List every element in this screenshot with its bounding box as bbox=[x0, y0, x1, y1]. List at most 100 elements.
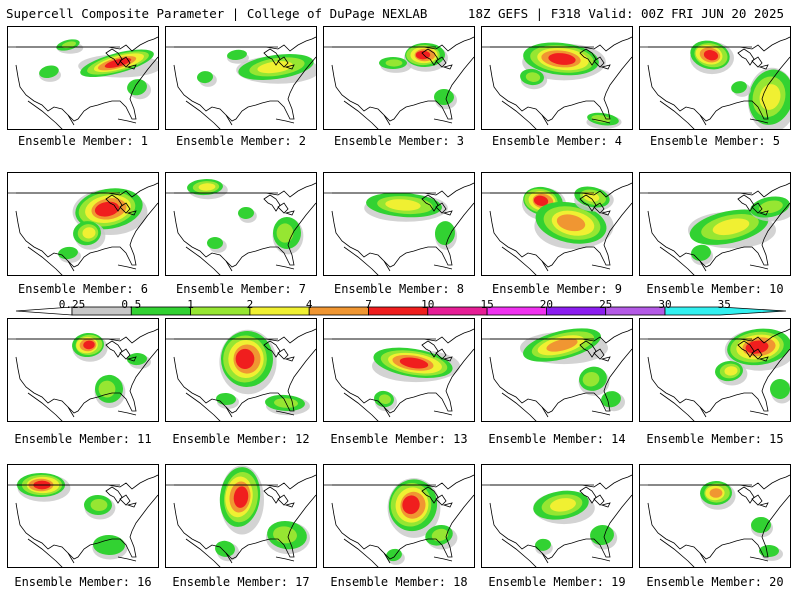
scp-contour bbox=[385, 199, 421, 211]
panel-label: Ensemble Member: 3 bbox=[333, 134, 465, 148]
panel-label: Ensemble Member: 6 bbox=[17, 282, 149, 296]
colorbar-swatch bbox=[486, 306, 547, 316]
ensemble-map-panel bbox=[639, 318, 791, 422]
ensemble-map-panel bbox=[481, 26, 633, 130]
us-outline bbox=[331, 328, 474, 414]
scp-contour bbox=[94, 201, 120, 217]
ensemble-map-panel bbox=[7, 172, 159, 276]
mexico-coast bbox=[343, 100, 391, 129]
scp-contour bbox=[434, 88, 454, 106]
great-lakes bbox=[579, 48, 611, 70]
scp-contour bbox=[399, 357, 429, 369]
scp-contour bbox=[379, 394, 391, 405]
great-lakes bbox=[263, 194, 295, 216]
cuba-outline bbox=[117, 556, 137, 562]
map-svg bbox=[8, 173, 158, 275]
cuba-outline bbox=[749, 556, 769, 562]
panel-label: Ensemble Member: 20 bbox=[646, 575, 784, 589]
cuba-outline bbox=[433, 410, 453, 416]
map-svg bbox=[166, 319, 316, 421]
mexico-coast bbox=[27, 392, 75, 421]
colorbar-tick-label: 4 bbox=[305, 298, 313, 311]
scp-contour bbox=[104, 58, 132, 68]
us-outline bbox=[15, 36, 158, 122]
great-lakes bbox=[737, 340, 769, 362]
panel-label: Ensemble Member: 11 bbox=[14, 432, 152, 446]
us-outline bbox=[489, 36, 632, 122]
scp-contour bbox=[751, 516, 771, 533]
us-outline bbox=[489, 328, 632, 414]
scp-contour bbox=[83, 340, 95, 350]
colorbar-tick-label: 0.5 bbox=[121, 298, 142, 311]
scp-contour bbox=[238, 206, 254, 220]
scp-contour bbox=[431, 528, 449, 542]
scp-contour bbox=[712, 218, 750, 236]
us-outline bbox=[331, 36, 474, 122]
scp-contour bbox=[759, 545, 779, 557]
panel-label: Ensemble Member: 8 bbox=[333, 282, 465, 296]
panel-label: Ensemble Member: 5 bbox=[649, 134, 781, 148]
great-lakes bbox=[263, 486, 295, 508]
mexico-coast bbox=[501, 246, 549, 275]
map-svg bbox=[640, 465, 790, 567]
panel-label: Ensemble Member: 17 bbox=[172, 575, 310, 589]
scp-contour bbox=[127, 79, 147, 96]
great-lakes bbox=[105, 486, 137, 508]
map-svg bbox=[324, 319, 474, 421]
scp-contour bbox=[197, 71, 213, 84]
scp-contour bbox=[770, 379, 790, 399]
scp-contour bbox=[207, 237, 223, 249]
mexico-coast bbox=[27, 100, 75, 129]
mexico-coast bbox=[501, 538, 549, 567]
great-lakes bbox=[737, 486, 769, 508]
map-svg bbox=[324, 27, 474, 129]
us-outline bbox=[647, 36, 790, 122]
ensemble-map-panel bbox=[323, 26, 475, 130]
mexico-coast bbox=[501, 100, 549, 129]
colorbar-swatch bbox=[308, 306, 369, 316]
colorbar-swatch bbox=[249, 306, 310, 316]
great-lakes bbox=[105, 194, 137, 216]
cuba-outline bbox=[749, 264, 769, 270]
great-lakes bbox=[579, 194, 611, 216]
ensemble-map-panel bbox=[323, 172, 475, 276]
scp-contour bbox=[590, 524, 614, 546]
scp-contour bbox=[582, 371, 600, 387]
great-lakes bbox=[737, 194, 769, 216]
scp-contour bbox=[235, 348, 255, 370]
ensemble-map-panel bbox=[7, 464, 159, 568]
us-outline bbox=[489, 182, 632, 268]
title-right: 18Z GEFS | F318 Valid: 00Z FRI JUN 20 20… bbox=[467, 6, 784, 21]
panel-label: Ensemble Member: 16 bbox=[14, 575, 152, 589]
map-svg bbox=[482, 319, 632, 421]
ensemble-map-panel bbox=[639, 172, 791, 276]
map-svg bbox=[8, 319, 158, 421]
scp-contour bbox=[550, 498, 576, 512]
cuba-outline bbox=[275, 556, 295, 562]
ensemble-map-panel bbox=[481, 318, 633, 422]
great-lakes bbox=[421, 340, 453, 362]
us-outline bbox=[173, 182, 316, 268]
us-outline bbox=[647, 474, 790, 560]
panel-label: Ensemble Member: 12 bbox=[172, 432, 310, 446]
map-svg bbox=[640, 27, 790, 129]
colorbar-tick-label: 0.25 bbox=[58, 298, 86, 311]
cuba-outline bbox=[591, 410, 611, 416]
cuba-outline bbox=[117, 264, 137, 270]
scp-contour bbox=[233, 486, 249, 508]
colorbar-tick-label: 20 bbox=[539, 298, 554, 311]
map-svg bbox=[8, 27, 158, 129]
panel-label: Ensemble Member: 19 bbox=[488, 575, 626, 589]
ensemble-map-panel bbox=[7, 318, 159, 422]
panel-label: Ensemble Member: 9 bbox=[491, 282, 623, 296]
great-lakes bbox=[421, 48, 453, 70]
scp-contour bbox=[724, 366, 738, 376]
map-svg bbox=[482, 27, 632, 129]
cuba-outline bbox=[117, 118, 137, 124]
great-lakes bbox=[421, 194, 453, 216]
great-lakes bbox=[105, 48, 137, 70]
mexico-coast bbox=[343, 392, 391, 421]
great-lakes bbox=[579, 486, 611, 508]
colorbar-swatch bbox=[546, 306, 607, 316]
great-lakes bbox=[105, 340, 137, 362]
